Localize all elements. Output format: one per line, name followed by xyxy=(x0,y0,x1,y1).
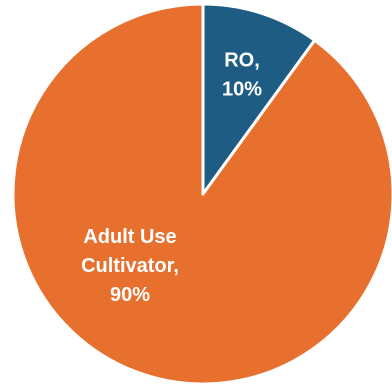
pie-slices xyxy=(11,2,392,386)
pie-labels: RO, 10% Adult Use Cultivator, 90% xyxy=(81,50,262,307)
pie-slice-label: RO, 10% xyxy=(222,50,262,101)
pie-slice xyxy=(11,2,392,386)
pie-slice xyxy=(201,2,317,196)
pie-slice-label: Adult Use Cultivator, 90% xyxy=(81,226,179,306)
